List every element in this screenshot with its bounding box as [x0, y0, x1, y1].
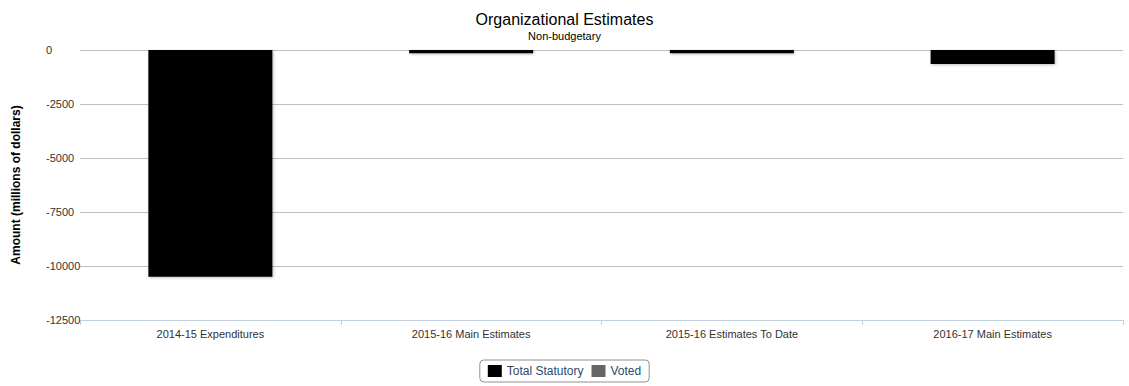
svg-text:-2500: -2500 — [46, 98, 74, 110]
svg-text:Amount (millions of dollars): Amount (millions of dollars) — [9, 105, 23, 264]
svg-text:2015-16 Estimates To Date: 2015-16 Estimates To Date — [666, 328, 798, 340]
svg-text:2015-16 Main Estimates: 2015-16 Main Estimates — [412, 328, 531, 340]
svg-text:-7500: -7500 — [46, 206, 74, 218]
svg-text:Total Statutory: Total Statutory — [507, 364, 584, 378]
svg-text:Non-budgetary: Non-budgetary — [528, 30, 601, 42]
svg-text:-12500: -12500 — [46, 314, 80, 326]
svg-text:2014-15 Expenditures: 2014-15 Expenditures — [157, 328, 265, 340]
svg-text:Voted: Voted — [611, 364, 642, 378]
svg-text:Organizational Estimates: Organizational Estimates — [476, 11, 654, 28]
svg-text:2016-17 Main Estimates: 2016-17 Main Estimates — [933, 328, 1052, 340]
svg-text:-10000: -10000 — [46, 260, 80, 272]
svg-text:-5000: -5000 — [46, 152, 74, 164]
svg-text:0: 0 — [46, 44, 52, 56]
